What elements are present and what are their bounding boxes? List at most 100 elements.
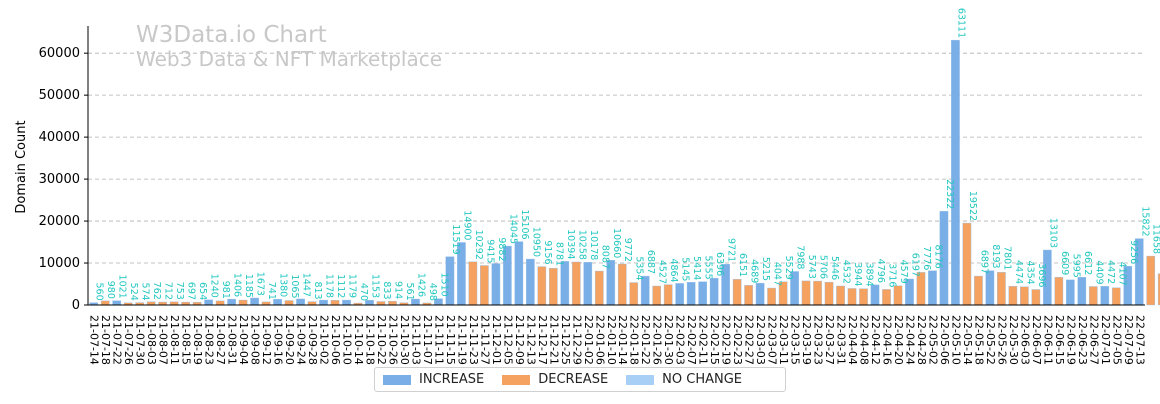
bar-value-label: 813 [312, 281, 323, 299]
bar-value-label: 1185 [243, 274, 254, 298]
x-tick-label: 22-04-12 [869, 315, 882, 365]
x-tick-label: 21-10-22 [375, 315, 388, 365]
bar-value-label: 762 [151, 282, 162, 300]
legend-label-increase: INCREASE [419, 372, 485, 387]
x-tick-label: 22-04-04 [846, 315, 859, 365]
bar-decrease [215, 300, 225, 306]
x-tick-label: 21-08-15 [180, 315, 193, 365]
bar-value-label: 9721 [726, 238, 737, 262]
bar-decrease [836, 285, 845, 306]
bar-value-label: 4472 [1105, 260, 1116, 284]
bar-value-label: 8087 [599, 245, 610, 269]
bar-increase [273, 299, 282, 306]
bar-increase [491, 263, 501, 306]
x-tick-label: 21-11-11 [432, 315, 445, 365]
bar-value-label: 5706 [818, 255, 829, 279]
bar-value-label: 3944 [852, 262, 863, 286]
bar-value-label: 1153 [369, 274, 380, 298]
bar-increase [319, 299, 328, 306]
x-tick-label: 22-06-03 [1018, 315, 1031, 365]
x-tick-label: 21-09-08 [249, 315, 262, 365]
bar-increase [1077, 277, 1087, 306]
x-tick-label: 22-06-27 [1087, 315, 1100, 365]
x-tick-label: 22-07-13 [1133, 315, 1146, 365]
bar-value-label: 561 [404, 283, 415, 301]
x-tick-label: 21-08-23 [203, 315, 216, 365]
y-tick-label: 10000 [39, 256, 80, 271]
bar-decrease [594, 270, 604, 306]
bar-value-label: 980 [105, 281, 116, 299]
x-tick-label: 22-02-15 [708, 315, 721, 365]
bar-value-label: 6396 [714, 252, 725, 276]
bar-decrease [859, 288, 868, 306]
bar-value-label: 914 [392, 281, 403, 299]
bar-value-label: 524 [128, 283, 139, 301]
x-tick-label: 21-08-27 [214, 315, 227, 365]
bar-value-label: 1179 [347, 274, 358, 298]
bar-value-label: 574 [140, 282, 151, 300]
x-tick-label: 22-06-07 [1030, 315, 1043, 365]
data-labels: 560 1021 1240 1406 1673 1380 1447 1178 1179 1153 1… [94, 8, 1160, 301]
bar-value-label: 10950 [530, 227, 541, 257]
bar-increase [1100, 286, 1110, 306]
x-tick-label: 21-11-27 [478, 315, 491, 365]
bar-decrease [916, 272, 926, 306]
bar-decrease [824, 281, 834, 306]
x-tick-label: 22-02-27 [743, 315, 756, 365]
bar-value-label: 4107 [1116, 262, 1127, 286]
bar-decrease [882, 289, 891, 306]
bar-increase [204, 299, 213, 306]
bar-value-label: 5743 [806, 255, 817, 279]
x-tick-label: 21-08-07 [157, 315, 170, 365]
gridlines [88, 52, 1145, 264]
x-tick-label: 21-10-18 [363, 315, 376, 365]
x-tick-label: 22-03-11 [777, 315, 790, 365]
x-tick-label: 22-01-30 [662, 315, 675, 365]
bar-decrease [1157, 273, 1160, 306]
bar-value-label: 1426 [415, 273, 426, 297]
bar-value-label: 4527 [657, 260, 668, 284]
legend-swatch-increase [383, 374, 411, 385]
x-tick-label: 21-10-10 [341, 315, 354, 365]
bar-decrease [1020, 286, 1029, 306]
x-tick-label: 22-01-14 [616, 315, 629, 365]
x-tick-label: 22-06-15 [1053, 315, 1066, 365]
x-tick-label: 22-01-22 [639, 315, 652, 365]
x-tick-label: 22-02-07 [685, 315, 698, 365]
bar-decrease [997, 272, 1006, 306]
bar-value-label: 4532 [841, 260, 852, 284]
y-axis-label: Domain Count [14, 120, 29, 213]
bar-increase [250, 297, 259, 306]
bar-value-label: 981 [220, 281, 231, 299]
bar-decrease [974, 275, 983, 306]
bar-decrease [847, 288, 857, 306]
bar-value-label: 1380 [278, 273, 289, 297]
x-tick-label: 21-08-03 [145, 315, 158, 365]
bar-value-label: 14900 [461, 210, 472, 240]
bar-value-label: 4796 [875, 259, 886, 283]
x-tick-label: 21-08-11 [168, 315, 181, 365]
x-tick-label: 21-07-22 [111, 315, 124, 365]
bar-decrease [617, 263, 627, 306]
legend-item-no-change: NO CHANGE [626, 372, 742, 387]
bar-decrease [1111, 287, 1121, 306]
bar-value-label: 14045 [507, 214, 518, 244]
bar-value-label: 22322 [944, 179, 955, 209]
bar-value-label: 11519 [450, 224, 461, 254]
bar-value-label: 10292 [473, 230, 484, 260]
bar-value-label: 9772 [622, 238, 633, 262]
bar-decrease [801, 280, 811, 306]
bar-value-label: 1510 [438, 272, 449, 296]
x-tick-labels: 21-07-1421-07-1821-07-2221-07-2621-07-30… [88, 315, 1147, 365]
x-tick-label: 21-12-25 [559, 315, 572, 365]
bar-increase [583, 262, 593, 306]
x-tick-label: 22-06-19 [1064, 315, 1077, 365]
bar-decrease [1146, 255, 1156, 306]
watermark-title: W3Data.io Chart [136, 22, 327, 48]
bar-decrease [330, 300, 340, 306]
x-tick-label: 22-04-28 [915, 315, 928, 365]
x-tick-label: 22-03-03 [754, 315, 767, 365]
bar-value-label: 6197 [909, 253, 920, 277]
bar-decrease [376, 301, 386, 306]
x-tick-label: 22-03-31 [835, 315, 848, 365]
